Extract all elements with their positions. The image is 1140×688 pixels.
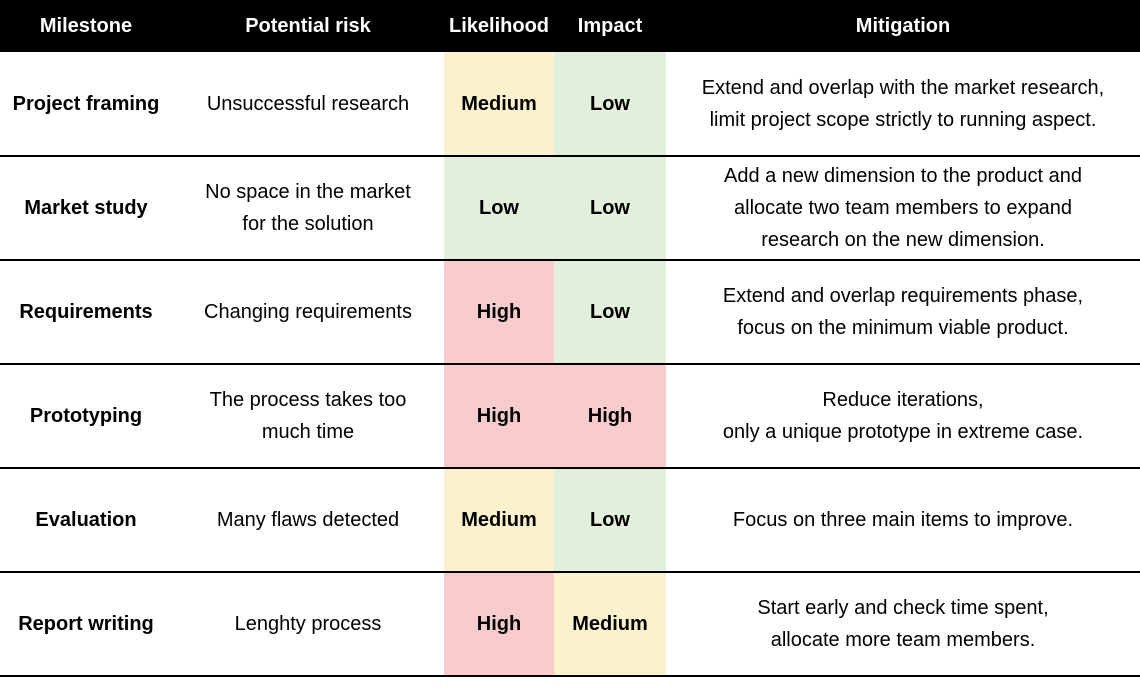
milestone-cell: Prototyping <box>0 364 172 469</box>
mitigation-cell: Reduce iterations, only a unique prototyp… <box>666 364 1140 469</box>
potential-risk-cell: Many flaws detected <box>172 468 444 573</box>
mitigation-text-line: research on the new dimension. <box>761 229 1045 251</box>
likelihood-cell: High <box>444 260 554 365</box>
impact-cell: Low <box>554 156 666 261</box>
risk-text-line: Many flaws detected <box>216 509 400 531</box>
milestone-cell: Requirements <box>0 260 172 365</box>
table-row: Project framing Unsuccessful research Medi… <box>0 52 1140 157</box>
header-potential-risk: Potential risk <box>172 0 444 52</box>
milestone-cell: Market study <box>0 156 172 261</box>
impact-cell: Low <box>554 260 666 365</box>
potential-risk-cell: Unsuccessful research <box>172 52 444 157</box>
risk-text-line: No space in the market <box>205 181 411 203</box>
potential-risk-cell: Lenghty process <box>172 572 444 677</box>
likelihood-cell: Low <box>444 156 554 261</box>
risk-text-line: Changing requirements <box>204 301 412 323</box>
mitigation-cell: Add a new dimension to the product and al… <box>666 156 1140 261</box>
mitigation-text-line: Reduce iterations, <box>822 389 984 411</box>
header-row: Milestone Potential risk Likelihood Impa… <box>0 0 1140 52</box>
potential-risk-cell: The process takes too much time <box>172 364 444 469</box>
table-row: Requirements Changing requirements High Low… <box>0 260 1140 365</box>
risk-text-line: Unsuccessful research <box>206 92 410 115</box>
header-likelihood: Likelihood <box>444 0 554 52</box>
likelihood-cell: High <box>444 364 554 469</box>
header-impact: Impact <box>554 0 666 52</box>
likelihood-cell: Medium <box>444 52 554 157</box>
risk-text-line: Lenghty process <box>234 613 382 635</box>
mitigation-text-line: Focus on three main items to improve. <box>732 509 1074 531</box>
table-row: Prototyping The process takes too much tim… <box>0 364 1140 469</box>
table-header: Milestone Potential risk Likelihood Impa… <box>0 0 1140 52</box>
impact-cell: Low <box>554 468 666 573</box>
potential-risk-cell: Changing requirements <box>172 260 444 365</box>
mitigation-text-line: only a unique prototype in extreme case. <box>722 421 1084 443</box>
milestone-cell: Report writing <box>0 572 172 677</box>
mitigation-text-line: Add a new dimension to the product and <box>723 165 1083 187</box>
impact-cell: High <box>554 364 666 469</box>
milestone-cell: Project framing <box>0 52 172 157</box>
impact-cell: Low <box>554 52 666 157</box>
table-row: Evaluation Many flaws detected Medium Low Fo… <box>0 468 1140 573</box>
mitigation-cell: Start early and check time spent, allocat… <box>666 572 1140 677</box>
mitigation-text-line: limit project scope strictly to running … <box>709 108 1097 131</box>
risk-text-line: The process takes too <box>209 389 407 411</box>
risk-text-line: for the solution <box>242 213 374 235</box>
table-row: Market study No space in the market for th… <box>0 156 1140 261</box>
mitigation-cell: Extend and overlap requirements phase, fo… <box>666 260 1140 365</box>
mitigation-text-line: Extend and overlap requirements phase, <box>722 285 1084 307</box>
header-mitigation: Mitigation <box>666 0 1140 52</box>
mitigation-cell: Extend and overlap with the market resea… <box>666 52 1140 157</box>
mitigation-text-line: allocate two team members to expand <box>734 197 1072 219</box>
mitigation-text-line: focus on the minimum viable product. <box>737 317 1069 339</box>
mitigation-cell: Focus on three main items to improve. <box>666 468 1140 573</box>
mitigation-text-line: allocate more team members. <box>770 629 1036 651</box>
likelihood-cell: High <box>444 572 554 677</box>
potential-risk-cell: No space in the market for the solution <box>172 156 444 261</box>
header-milestone: Milestone <box>0 0 172 52</box>
likelihood-cell: Medium <box>444 468 554 573</box>
mitigation-text-line: Extend and overlap with the market resea… <box>701 76 1105 99</box>
table-row: Report writing Lenghty process High Medium S… <box>0 572 1140 677</box>
impact-cell: Medium <box>554 572 666 677</box>
mitigation-text-line: Start early and check time spent, <box>757 597 1049 619</box>
table-body: Project framing Unsuccessful research Medi… <box>0 52 1140 677</box>
milestone-cell: Evaluation <box>0 468 172 573</box>
risk-text-line: much time <box>261 421 355 443</box>
